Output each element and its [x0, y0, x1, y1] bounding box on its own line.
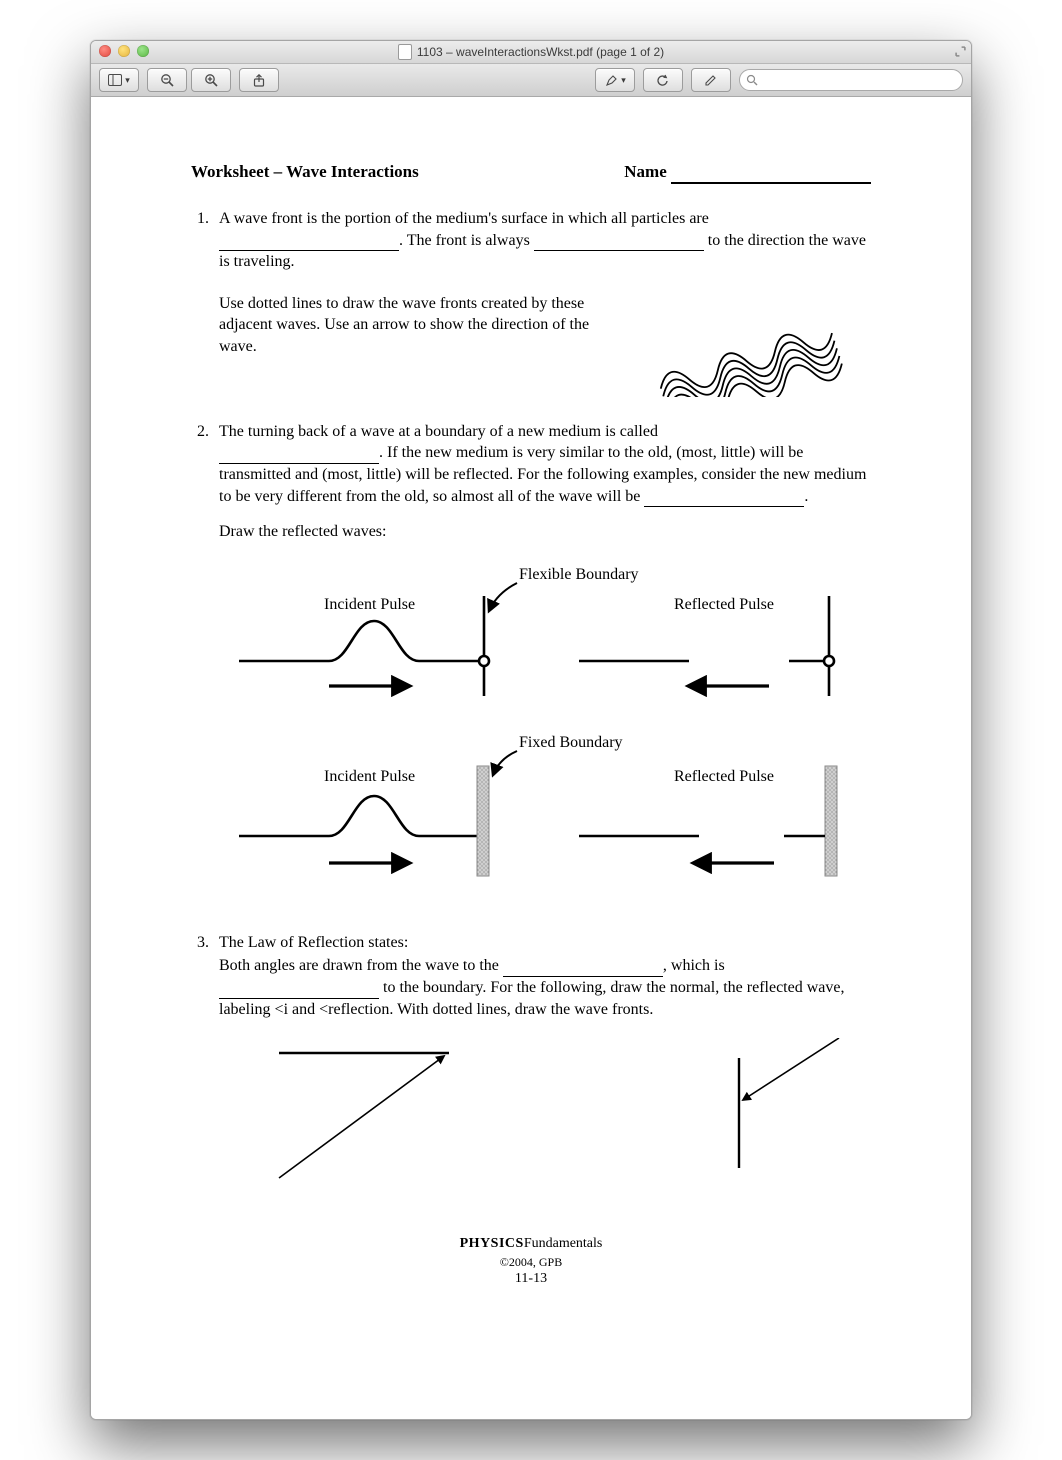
share-button[interactable]: [239, 68, 279, 92]
q3-blank1: [503, 959, 663, 977]
footer-brand: PHYSICSFundamentals: [191, 1235, 871, 1254]
q2-draw-label: Draw the reflected waves:: [219, 521, 871, 543]
highlight-button[interactable]: ▾: [595, 68, 635, 92]
page-footer: PHYSICSFundamentals ©2004, GPB 11-13: [191, 1235, 871, 1289]
rotate-button[interactable]: [643, 68, 683, 92]
adjacent-waves-diagram: [641, 287, 871, 397]
name-field: Name: [624, 161, 871, 184]
window-title: 1103 – waveInteractionsWkst.pdf (page 1 …: [398, 44, 664, 60]
reflected-label-2: Reflected Pulse: [674, 768, 774, 785]
q2-t1: The turning back of a wave at a boundary…: [219, 423, 658, 440]
close-icon[interactable]: [99, 45, 111, 57]
document-viewport[interactable]: Worksheet – Wave Interactions Name A wav…: [91, 97, 971, 1419]
zoom-in-button[interactable]: [191, 68, 231, 92]
question-1: A wave front is the portion of the mediu…: [213, 208, 871, 397]
q3-t1: Both angles are drawn from the wave to t…: [219, 957, 503, 974]
zoom-icon[interactable]: [137, 45, 149, 57]
footer-brand-b: Fundamentals: [524, 1236, 603, 1251]
reflection-diagram: [219, 1038, 859, 1188]
zoom-out-button[interactable]: [147, 68, 187, 92]
search-field[interactable]: [762, 73, 956, 87]
name-label: Name: [624, 162, 666, 181]
footer-copyright: ©2004, GPB: [191, 1254, 871, 1270]
incident-label-1: Incident Pulse: [324, 596, 415, 613]
toolbar: ▾ ▾: [91, 64, 971, 97]
fixed-boundary-diagram: Fixed Boundary Incident Pulse Reflected …: [219, 731, 859, 891]
flex-label: Flexible Boundary: [519, 566, 639, 583]
question-list: A wave front is the portion of the mediu…: [191, 208, 871, 1205]
worksheet-header: Worksheet – Wave Interactions Name: [191, 161, 871, 184]
pdf-page: Worksheet – Wave Interactions Name A wav…: [121, 111, 941, 1319]
worksheet-title: Worksheet – Wave Interactions: [191, 161, 419, 184]
search-input[interactable]: [739, 69, 963, 91]
q1-blank2: [534, 233, 704, 251]
window-title-text: 1103 – waveInteractionsWkst.pdf (page 1 …: [417, 45, 664, 59]
q1-t2: . The front is always: [399, 232, 530, 249]
preview-window: 1103 – waveInteractionsWkst.pdf (page 1 …: [90, 40, 972, 1420]
search-icon: [746, 74, 758, 86]
q2-para1: The turning back of a wave at a boundary…: [219, 421, 871, 507]
reflected-label-1: Reflected Pulse: [674, 596, 774, 613]
dropdown-caret-icon: ▾: [125, 75, 130, 86]
question-2: The turning back of a wave at a boundary…: [213, 421, 871, 908]
titlebar: 1103 – waveInteractionsWkst.pdf (page 1 …: [91, 41, 971, 64]
next-page-peek: [121, 1339, 941, 1379]
q1-para1: A wave front is the portion of the mediu…: [219, 208, 871, 273]
edit-button[interactable]: [691, 68, 731, 92]
q3-blank2: [219, 981, 379, 999]
footer-brand-a: PHYSICS: [460, 1236, 524, 1251]
incident-label-2: Incident Pulse: [324, 768, 415, 785]
traffic-lights: [99, 45, 149, 57]
name-blank: [671, 163, 871, 184]
fullscreen-icon[interactable]: [955, 46, 966, 57]
footer-pagenum: 11-13: [191, 1270, 871, 1289]
q3-t2: , which is: [663, 957, 725, 974]
document-icon: [398, 44, 412, 60]
q1-t1: A wave front is the portion of the mediu…: [219, 210, 709, 227]
minimize-icon[interactable]: [118, 45, 130, 57]
sidebar-button[interactable]: ▾: [99, 68, 139, 92]
dropdown-caret-icon: ▾: [621, 75, 626, 86]
q2-blank2: [644, 489, 804, 507]
q1-para2: Use dotted lines to draw the wave fronts…: [219, 293, 623, 358]
question-3: The Law of Reflection states: Both angle…: [213, 932, 871, 1205]
fixed-label: Fixed Boundary: [519, 734, 623, 751]
q2-blank1: [219, 446, 379, 464]
q1-blank1: [219, 233, 399, 251]
q3-para: Both angles are drawn from the wave to t…: [219, 955, 871, 1020]
q3-t0: The Law of Reflection states:: [219, 932, 871, 954]
flexible-boundary-diagram: Flexible Boundary Incident Pulse Reflect…: [219, 561, 859, 711]
